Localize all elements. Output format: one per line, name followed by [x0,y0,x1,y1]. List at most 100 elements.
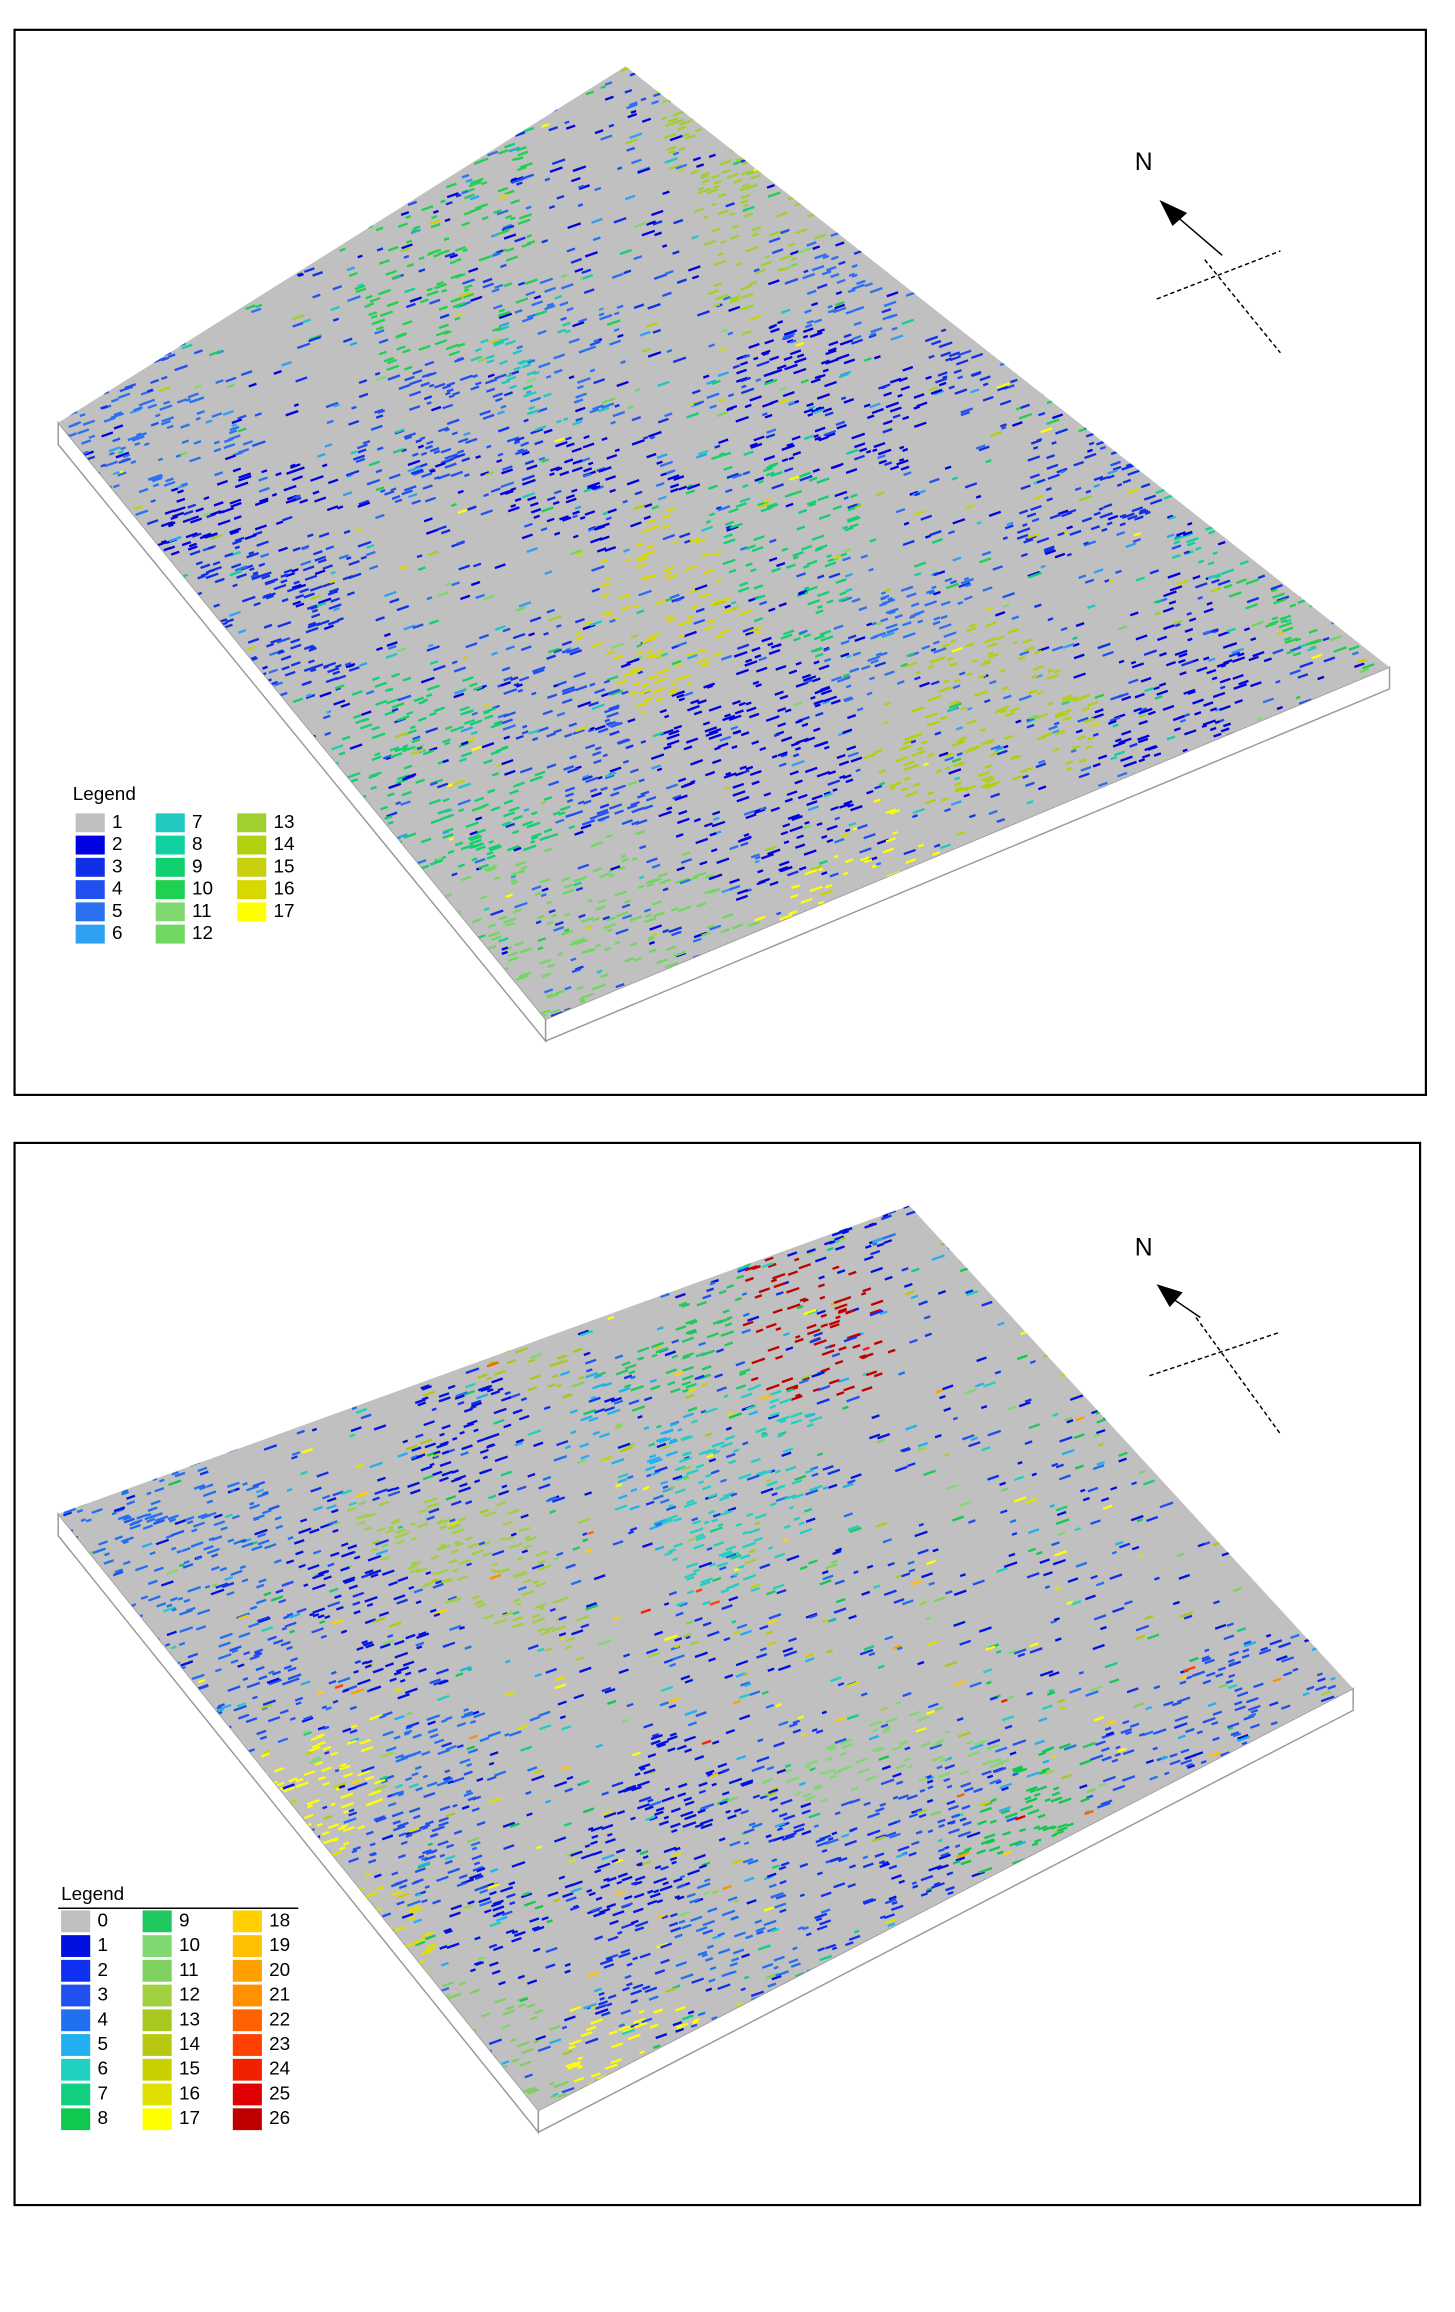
terrain-texture [481,144,489,150]
terrain-texture [1330,163,1340,169]
terrain-texture [241,271,253,278]
terrain-texture [1234,699,1243,705]
terrain-texture [412,149,423,156]
terrain-texture [88,620,99,626]
terrain-texture [792,965,804,972]
terrain-texture [1041,243,1053,250]
terrain-texture [816,477,830,484]
terrain-texture [299,964,313,972]
terrain-texture [568,722,578,728]
terrain-texture [118,162,129,169]
terrain-texture [516,146,527,152]
terrain-texture [304,983,319,991]
terrain-texture [264,1009,275,1016]
terrain-texture [213,222,228,230]
terrain-texture [88,986,95,991]
terrain-texture [550,1008,560,1015]
terrain-texture [1080,364,1094,371]
terrain-texture [307,659,315,664]
terrain-texture [326,419,334,425]
terrain-texture [868,333,877,339]
terrain-texture [1380,902,1389,908]
terrain-texture [85,575,93,581]
terrain-texture [482,594,495,601]
terrain-texture [376,924,388,931]
terrain-texture [674,164,682,169]
terrain-texture [817,590,830,598]
terrain-texture [911,750,926,757]
terrain-texture [717,252,724,257]
terrain-texture [724,786,731,791]
terrain-texture [1140,215,1147,220]
terrain-texture [201,646,215,654]
terrain-texture [95,197,106,204]
terrain-texture [826,824,838,831]
terrain-texture [713,282,723,288]
terrain-texture [703,215,709,220]
terrain-texture [1299,404,1311,410]
terrain-texture [953,369,962,374]
terrain-texture [408,390,422,397]
terrain-texture [1161,830,1175,837]
terrain-texture [678,697,685,702]
terrain-texture [897,898,911,905]
terrain-texture [128,640,136,645]
terrain-texture [1226,209,1238,216]
terrain-texture [555,419,562,424]
terrain-texture [571,447,583,453]
terrain-texture [577,203,584,208]
terrain-texture [1264,485,1275,492]
terrain-texture [556,680,567,687]
terrain-texture [461,221,471,227]
terrain-texture [804,323,813,329]
terrain-texture [767,279,780,286]
terrain-texture [176,66,189,68]
terrain-texture [290,463,301,469]
terrain-texture [1274,235,1288,242]
terrain-texture [822,935,831,941]
terrain-texture [1161,242,1172,248]
terrain-texture [951,757,962,763]
terrain-texture [1148,852,1157,857]
terrain-texture [602,915,611,921]
terrain-texture [631,415,642,422]
terrain-texture [396,647,407,653]
terrain-texture [1183,428,1191,433]
terrain-texture [692,105,701,111]
terrain-texture [553,353,566,360]
terrain-texture [276,101,288,108]
terrain-texture [284,154,297,161]
terrain-texture [303,644,314,651]
terrain-texture [1080,230,1091,237]
terrain-texture [1065,766,1073,772]
terrain-texture [544,177,551,182]
terrain-texture [213,215,227,223]
terrain-texture [351,690,363,696]
terrain-texture [818,664,830,671]
terrain-texture [314,555,327,562]
terrain-texture [963,937,976,944]
terrain-texture [240,760,251,766]
terrain-texture [498,937,509,943]
terrain-texture [1250,804,1257,810]
terrain-texture [742,483,749,489]
terrain-texture [1025,253,1034,259]
terrain-texture [1077,319,1087,325]
terrain-texture [1233,683,1248,690]
terrain-texture [317,222,326,228]
terrain-texture [754,855,761,860]
terrain-texture [840,396,847,401]
terrain-texture [1267,1000,1280,1007]
terrain-texture [1345,521,1353,526]
terrain-texture [1318,128,1330,135]
terrain-texture [1183,961,1192,967]
terrain-texture [531,835,539,841]
terrain-texture [322,581,335,588]
terrain-texture [493,720,503,726]
terrain-texture [391,494,401,500]
terrain-texture [1320,434,1328,439]
terrain-texture [629,101,638,107]
terrain-texture [906,1002,916,1008]
terrain-texture [783,329,798,336]
terrain-texture [656,649,666,655]
